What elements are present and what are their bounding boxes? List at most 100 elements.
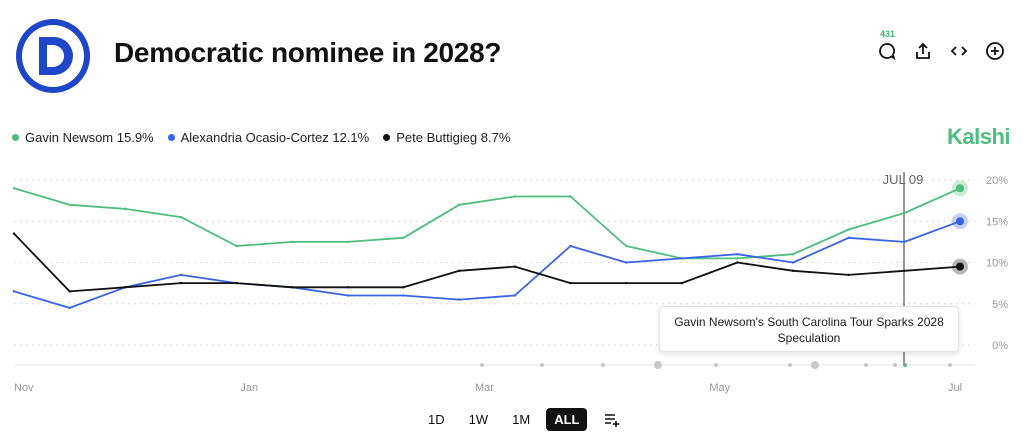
range-1d[interactable]: 1D — [428, 412, 445, 427]
y-tick-label: 20% — [986, 175, 1008, 187]
event-marker — [540, 363, 544, 367]
series-line — [13, 220, 961, 309]
embed-button[interactable] — [948, 40, 970, 62]
page-title: Democratic nominee in 2028? — [114, 37, 502, 68]
data-point — [624, 244, 628, 248]
data-point — [736, 253, 739, 256]
range-selector: 1D 1W 1M ALL — [420, 408, 621, 431]
data-point — [569, 244, 572, 248]
democratic-party-logo — [16, 19, 90, 93]
event-marker — [480, 363, 484, 367]
series-line — [13, 232, 961, 293]
data-point — [847, 236, 850, 239]
data-point — [179, 215, 183, 219]
event-marker — [654, 361, 662, 369]
legend-swatch — [383, 134, 391, 141]
data-point — [68, 306, 71, 310]
data-point — [346, 286, 350, 289]
x-tick-label: Nov — [14, 382, 34, 394]
legend-label: Gavin Newsom 15.9% — [25, 130, 154, 145]
data-point — [903, 269, 906, 272]
price-chart[interactable]: 0% 5% 10% 15% 20% Nov Jan Mar May Jul JUL 09 — [0, 160, 1024, 400]
x-tick-label: Mar — [475, 382, 494, 394]
data-point — [457, 203, 461, 206]
legend-swatch — [12, 134, 19, 141]
data-point — [569, 281, 572, 285]
data-point — [903, 211, 906, 215]
legend-item-newsom[interactable]: Gavin Newsom 15.9% — [12, 130, 154, 145]
data-point — [179, 281, 183, 285]
data-point — [12, 290, 16, 293]
data-point — [291, 240, 294, 244]
data-point — [791, 269, 795, 272]
range-all[interactable]: ALL — [546, 408, 588, 431]
data-point — [513, 265, 517, 268]
data-point — [68, 290, 71, 293]
comments-button[interactable]: 431 — [876, 29, 898, 62]
endpoint-marker — [956, 217, 964, 226]
event-marker — [788, 363, 792, 367]
data-point — [513, 195, 517, 198]
y-tick-label: 5% — [992, 299, 1008, 311]
range-1w[interactable]: 1W — [468, 412, 489, 427]
data-point — [402, 294, 405, 297]
data-point — [903, 240, 906, 244]
data-point — [457, 298, 461, 301]
data-point — [680, 257, 683, 260]
add-icon — [986, 42, 1004, 60]
data-point — [346, 240, 350, 244]
data-point — [346, 294, 350, 297]
data-point — [124, 286, 127, 289]
add-button[interactable] — [984, 40, 1006, 62]
event-marker — [948, 363, 952, 367]
event-marker — [714, 363, 718, 367]
embed-icon — [950, 46, 968, 56]
data-point — [235, 281, 238, 285]
legend-item-buttigieg[interactable]: Pete Buttigieg 8.7% — [383, 130, 510, 145]
data-point — [291, 286, 294, 289]
list-add-icon[interactable] — [603, 411, 621, 429]
endpoint-marker — [956, 262, 964, 271]
data-point — [680, 281, 683, 285]
data-point — [791, 253, 795, 256]
data-point — [12, 187, 16, 190]
legend-label: Alexandria Ocasio-Cortez 12.1% — [180, 130, 370, 145]
data-point — [402, 236, 405, 239]
comment-count: 431 — [880, 29, 896, 39]
share-button[interactable] — [912, 40, 934, 62]
cursor-date-label: JUL 09 — [883, 172, 924, 187]
chart-legend: Gavin Newsom 15.9% Alexandria Ocasio-Cor… — [12, 130, 510, 145]
event-marker — [893, 363, 897, 367]
brand-logo: Kalshi — [946, 124, 1011, 149]
data-point — [457, 269, 461, 272]
range-1m[interactable]: 1M — [512, 412, 531, 427]
event-tooltip: Gavin Newsom's South Carolina Tour Spark… — [659, 306, 959, 352]
data-point — [569, 195, 572, 198]
endpoint-marker — [956, 184, 964, 193]
header-actions: 431 — [876, 29, 1006, 62]
comment-icon — [879, 43, 896, 61]
share-icon — [916, 42, 930, 59]
data-point — [124, 207, 127, 211]
data-point — [624, 281, 628, 285]
data-point — [736, 257, 739, 260]
legend-item-aoc[interactable]: Alexandria Ocasio-Cortez 12.1% — [167, 130, 370, 145]
x-tick-label: May — [709, 382, 730, 394]
x-tick-label: Jul — [948, 382, 962, 394]
data-point — [847, 273, 850, 277]
y-tick-label: 10% — [986, 258, 1008, 270]
event-marker — [811, 361, 819, 369]
event-marker — [864, 363, 868, 367]
y-tick-label: 15% — [986, 216, 1008, 228]
data-point — [402, 286, 405, 289]
legend-swatch — [167, 134, 175, 141]
data-point — [179, 273, 183, 277]
data-point — [791, 261, 795, 264]
x-tick-label: Jan — [240, 382, 258, 394]
data-point — [513, 294, 517, 297]
data-point — [68, 203, 71, 206]
data-point — [12, 232, 16, 235]
series-line — [13, 187, 961, 260]
y-tick-label: 0% — [992, 340, 1008, 352]
data-point — [235, 244, 238, 248]
